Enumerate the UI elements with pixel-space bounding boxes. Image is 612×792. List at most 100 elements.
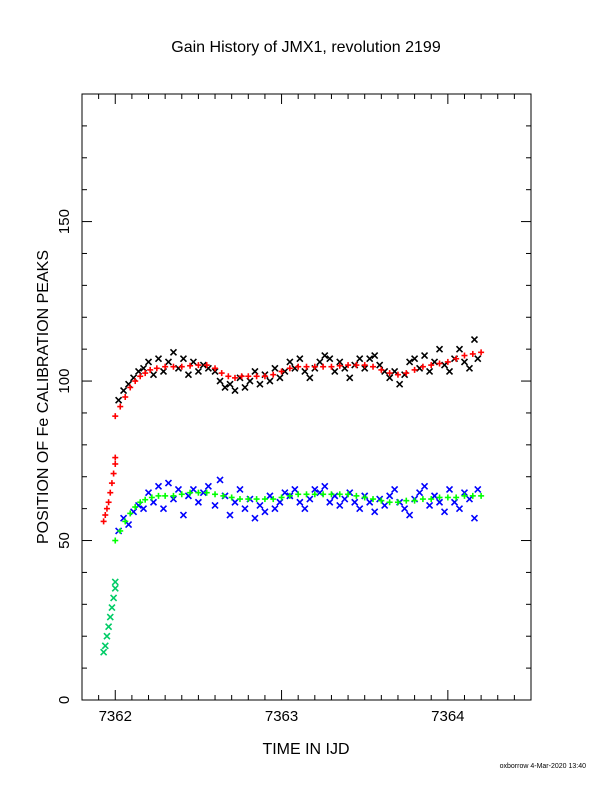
axis-ticks — [81, 93, 532, 701]
data-point — [465, 495, 474, 503]
data-point — [455, 505, 464, 513]
data-point — [453, 494, 460, 501]
data-point — [411, 366, 418, 373]
data-point — [117, 403, 124, 410]
data-point — [184, 371, 192, 379]
marker-stroke — [236, 485, 244, 494]
marker-stroke — [100, 648, 108, 656]
marker-stroke — [154, 355, 163, 363]
marker-stroke — [351, 498, 359, 506]
data-point — [256, 380, 264, 388]
marker-stroke — [435, 498, 444, 506]
data-point — [403, 497, 410, 504]
marker-stroke — [199, 489, 207, 497]
data-point — [270, 496, 277, 503]
marker-stroke — [231, 498, 239, 506]
marker-stroke — [108, 603, 116, 612]
marker-stroke — [371, 351, 379, 360]
y-tick-label: 50 — [56, 532, 73, 549]
data-point — [386, 374, 394, 382]
data-point — [147, 366, 154, 373]
marker-stroke — [246, 377, 254, 385]
data-point — [231, 387, 239, 395]
marker-stroke — [169, 348, 178, 356]
marker-stroke — [276, 374, 284, 382]
data-point — [386, 370, 393, 377]
data-point — [281, 489, 289, 497]
data-point — [421, 482, 429, 490]
marker-stroke — [169, 495, 178, 503]
data-point — [366, 498, 374, 506]
marker-stroke — [386, 374, 394, 382]
data-point — [353, 492, 360, 499]
data-point — [236, 485, 244, 494]
data-point — [306, 374, 314, 382]
marker-stroke — [251, 514, 259, 522]
data-point — [203, 362, 210, 369]
data-point — [321, 482, 329, 490]
data-point — [361, 494, 368, 501]
data-point — [100, 518, 107, 525]
marker-stroke — [134, 367, 143, 376]
marker-stroke — [211, 501, 219, 510]
data-point — [336, 358, 344, 366]
marker-stroke — [366, 355, 374, 363]
data-point — [445, 367, 454, 376]
marker-stroke — [391, 485, 399, 494]
data-point — [178, 363, 185, 370]
data-point — [353, 362, 360, 369]
data-point — [465, 364, 474, 372]
x-tick-label: 7362 — [99, 708, 132, 725]
data-point — [105, 623, 113, 631]
data-point — [311, 491, 318, 498]
marker-stroke — [189, 485, 197, 494]
data-point — [296, 355, 304, 363]
data-point — [111, 584, 119, 592]
data-point — [345, 362, 352, 369]
data-point — [411, 497, 418, 504]
data-point — [101, 642, 109, 650]
data-point — [225, 373, 232, 380]
data-point — [231, 498, 239, 506]
marker-stroke — [139, 364, 148, 372]
data-point — [328, 363, 335, 370]
data-point — [320, 363, 327, 370]
marker-stroke — [416, 489, 424, 497]
data-point — [428, 362, 435, 369]
marker-stroke — [144, 489, 153, 497]
data-point — [170, 363, 177, 370]
data-point — [371, 351, 379, 360]
data-point — [421, 351, 429, 360]
data-point — [303, 491, 310, 498]
marker-stroke — [336, 501, 344, 510]
data-point — [271, 505, 279, 513]
data-point — [444, 358, 451, 365]
data-point — [112, 454, 119, 461]
marker-stroke — [460, 358, 469, 366]
data-point — [194, 367, 202, 376]
data-point — [189, 358, 197, 366]
data-point — [356, 355, 364, 363]
data-point — [245, 496, 252, 503]
marker-stroke — [281, 489, 289, 497]
chart-title: Gain History of JMX1, revolution 2199 — [171, 39, 441, 56]
marker-stroke — [281, 367, 289, 376]
marker-stroke — [311, 485, 319, 494]
data-point — [261, 373, 268, 380]
data-point — [445, 485, 454, 494]
data-point — [238, 373, 245, 380]
data-point — [276, 374, 284, 382]
marker-stroke — [184, 371, 192, 379]
marker-stroke — [129, 374, 138, 382]
data-point — [187, 362, 194, 369]
marker-stroke — [421, 482, 429, 490]
data-point — [189, 485, 197, 494]
data-point — [236, 496, 243, 503]
data-point — [132, 378, 139, 385]
data-point — [155, 492, 162, 499]
data-point — [469, 350, 476, 357]
marker-stroke — [291, 485, 299, 494]
marker-stroke — [474, 485, 482, 494]
data-point — [253, 496, 260, 503]
data-point — [110, 594, 118, 602]
